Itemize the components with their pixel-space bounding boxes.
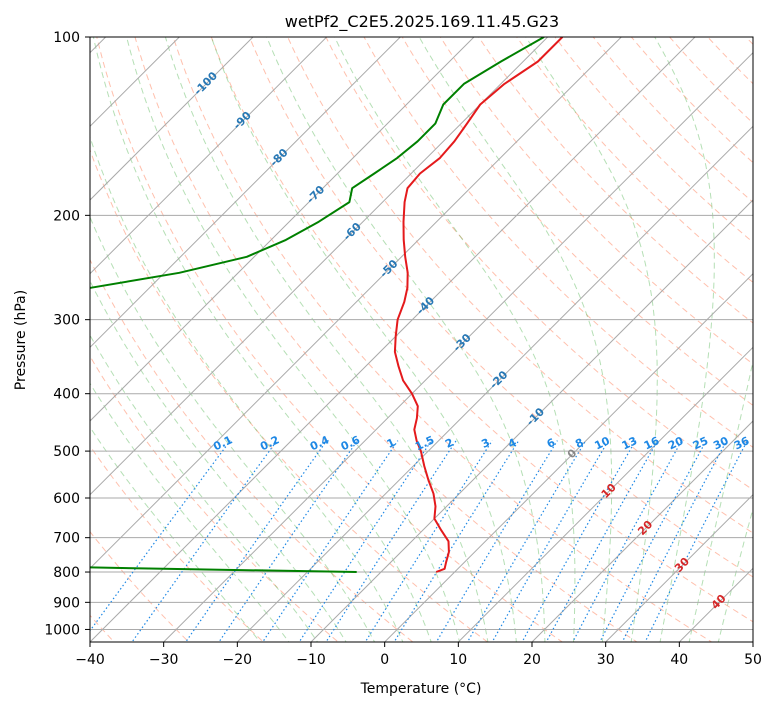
mixing-ratio-line — [572, 440, 683, 642]
dry-adiabat-line — [210, 37, 753, 623]
y-axis-ticks: 100 200 300 400 500 600 700 800 900 1000 — [44, 30, 90, 638]
dry-adiabat-line — [287, 37, 753, 534]
isotherm-gridlines — [90, 37, 753, 642]
y-tick-label: 300 — [53, 313, 80, 329]
x-axis-ticks: −40 −30 −20 −10 0 10 20 30 40 50 — [75, 642, 762, 668]
mixing-ratio-label: 16 — [642, 434, 662, 452]
moist-adiabat-line — [92, 37, 432, 642]
moist-adiabat-line — [90, 426, 261, 642]
mixing-ratio-line — [599, 440, 707, 642]
x-tick-label: 10 — [449, 652, 467, 668]
y-tick-label: 1000 — [44, 622, 80, 638]
isotherm-line — [90, 37, 549, 496]
isotherm-line — [162, 51, 753, 642]
plot-area — [90, 37, 753, 642]
mixing-ratio-label: 10 — [593, 434, 613, 452]
dry-adiabat-line — [90, 258, 414, 642]
mixing-ratio-label: 25 — [691, 434, 710, 452]
dry-adiabat-line — [90, 530, 190, 642]
moist-adiabat-line — [688, 358, 753, 642]
moist-adiabat-line — [654, 37, 715, 642]
moist-adiabat-line — [90, 382, 290, 642]
y-tick-label: 400 — [53, 387, 80, 403]
x-tick-label: 40 — [670, 652, 688, 668]
moist-adiabat-line — [90, 279, 347, 642]
x-tick-label: −40 — [75, 652, 105, 668]
dry-adiabat-line — [554, 37, 753, 243]
dry-adiabat-line — [90, 355, 339, 642]
x-tick-label: −30 — [149, 652, 179, 668]
isotherm-line — [90, 37, 181, 128]
isobar-gridlines — [90, 37, 753, 630]
isotherm-line — [90, 37, 696, 642]
moist-adiabat-line — [418, 37, 613, 642]
mixing-ratio-label: 30 — [711, 434, 731, 452]
y-tick-label: 500 — [53, 444, 80, 460]
isotherm-line — [90, 37, 328, 275]
mixing-ratio-line — [393, 440, 520, 642]
isotherm-line — [531, 420, 753, 642]
mixing-ratio-label: 13 — [620, 434, 639, 452]
mixing-ratio-line — [90, 440, 231, 632]
isotherm-line — [90, 37, 623, 570]
moist-adiabat-line — [90, 135, 404, 642]
moist-adiabat-line — [90, 334, 319, 642]
isotherm-line — [90, 37, 475, 422]
mixing-ratio-line — [466, 440, 587, 642]
moist-adiabat-line — [334, 37, 576, 642]
y-axis-title: Pressure (hPa) — [13, 290, 29, 390]
chart-title: wetPf2_C2E5.2025.169.11.45.G23 — [285, 12, 559, 32]
mixing-ratio-line — [491, 440, 609, 642]
isotherm-line — [90, 37, 402, 349]
moist-adiabat-line — [90, 215, 376, 642]
mixing-ratio-line — [298, 440, 432, 642]
dry-adiabat-line — [248, 37, 753, 578]
mixing-ratio-line — [218, 440, 358, 642]
plot-frame — [89, 36, 754, 643]
mixing-ratio-line — [435, 440, 558, 642]
y-tick-label: 200 — [53, 208, 80, 224]
y-tick-label: 800 — [53, 565, 80, 581]
isotherm-line — [90, 37, 254, 201]
dry-adiabat-line — [363, 37, 753, 448]
dewpoint-profile-line — [90, 37, 545, 573]
dry-adiabat-line — [325, 37, 753, 491]
temperature-profile-line — [393, 37, 564, 573]
moist-adiabat-line — [164, 37, 489, 642]
x-tick-label: 50 — [744, 652, 762, 668]
dry-adiabat-line — [516, 37, 753, 284]
isotherm-line — [457, 346, 753, 642]
x-tick-label: −20 — [223, 652, 253, 668]
x-tick-label: 20 — [523, 652, 541, 668]
dry-adiabat-line — [172, 37, 713, 642]
mixing-ratio-line — [545, 440, 659, 642]
x-tick-label: 0 — [380, 652, 389, 668]
isotherm-line — [383, 272, 753, 642]
y-tick-label: 100 — [53, 30, 80, 46]
y-tick-label: 600 — [53, 491, 80, 507]
mixing-ratio-lines — [90, 440, 748, 642]
mixing-ratio-line — [185, 440, 328, 642]
mixing-ratio-label: 36 — [732, 434, 752, 452]
y-tick-label: 900 — [53, 595, 80, 611]
dry-adiabat-line — [96, 37, 564, 642]
moist-adiabat-line — [525, 37, 658, 642]
mixing-ratio-line — [521, 440, 637, 642]
dry-adiabat-line — [478, 37, 753, 324]
y-tick-label: 700 — [53, 531, 80, 547]
x-tick-label: −10 — [296, 652, 326, 668]
mixing-ratio-label: 20 — [666, 434, 686, 452]
x-tick-label: 30 — [597, 652, 615, 668]
sounding-profiles — [90, 37, 564, 573]
isotherm-line — [310, 199, 753, 642]
x-axis-title: Temperature (°C) — [360, 681, 482, 697]
dry-adiabat-line — [134, 37, 638, 642]
isotherm-line — [604, 493, 753, 642]
isotherm-line — [236, 125, 753, 642]
